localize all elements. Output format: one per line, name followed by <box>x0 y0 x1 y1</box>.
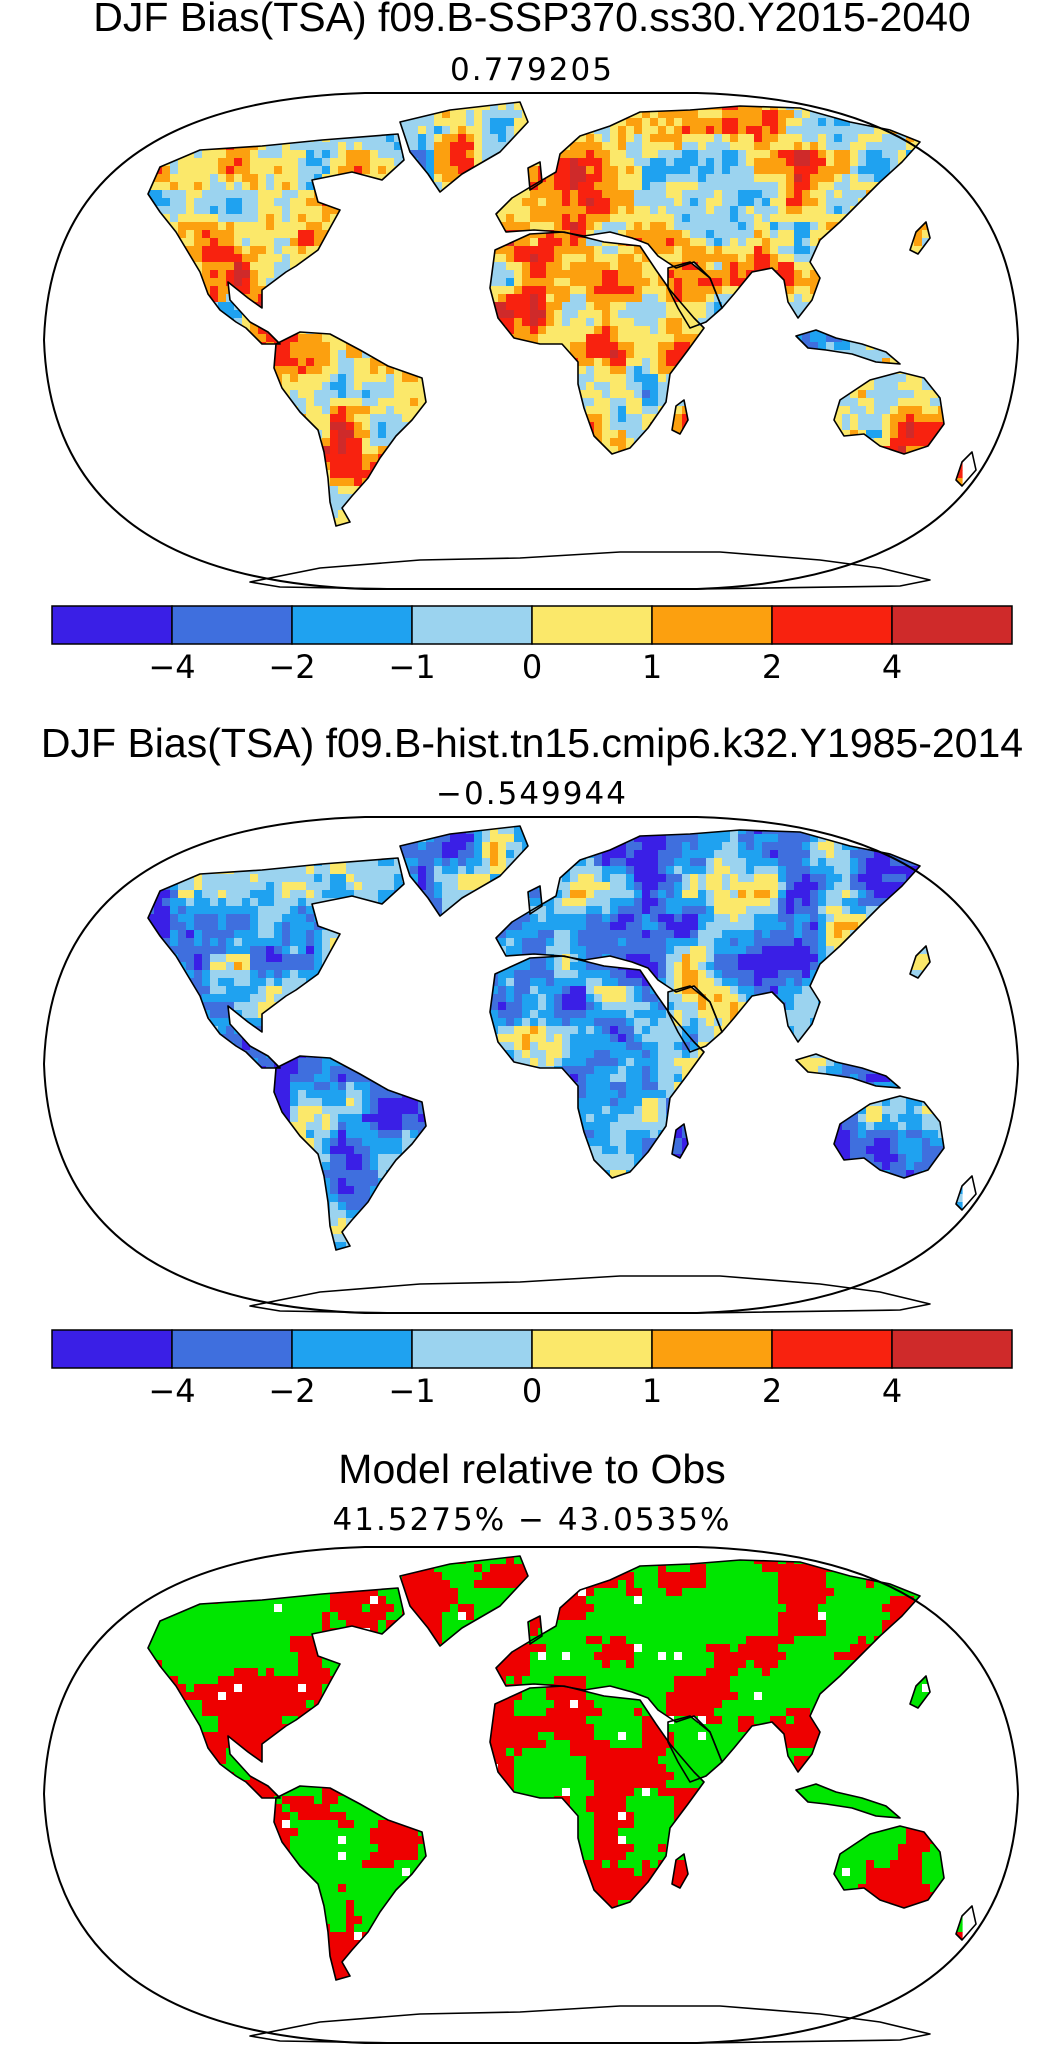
colorbar-box <box>531 605 653 645</box>
map-data-cells <box>148 826 963 1250</box>
map-land-colors <box>147 101 977 590</box>
colorbar-tick-label: 2 <box>762 1372 782 1410</box>
colorbar-box <box>651 605 773 645</box>
panel3-subtitle: 41.5275% − 43.0535% <box>332 1502 732 1538</box>
colorbar-tick-label: 1 <box>642 648 662 686</box>
colorbar-tick-label: 0 <box>522 648 542 686</box>
colorbar-tick-label: −4 <box>148 1372 195 1410</box>
colorbar-box <box>531 1329 653 1369</box>
colorbar-box <box>891 605 1013 645</box>
colorbar-box <box>291 1329 413 1369</box>
colorbar-box <box>51 605 173 645</box>
colorbar-box <box>891 1329 1013 1369</box>
colorbar-tick-label: 4 <box>882 1372 902 1410</box>
colorbar-box <box>171 605 293 645</box>
colorbar-tick-label: 2 <box>762 648 782 686</box>
map-panel3 <box>42 1546 1020 2044</box>
panel1-title: DJF Bias(TSA) f09.B-SSP370.ss30.Y2015-20… <box>93 0 971 40</box>
colorbar-panel2: −4 −2 −1 0 1 2 4 <box>51 1329 1013 1410</box>
map-data-cells <box>148 1556 963 1980</box>
colorbar-box <box>771 605 893 645</box>
colorbar-box <box>771 1329 893 1369</box>
colorbar-tick-label: −2 <box>268 648 315 686</box>
map-land-colors <box>147 1555 977 2044</box>
colorbar-tick-label: −4 <box>148 648 195 686</box>
panel2-subtitle: −0.549944 <box>436 776 628 812</box>
colorbar-tick-label: −2 <box>268 1372 315 1410</box>
colorbar-box <box>411 605 533 645</box>
colorbar-box <box>291 605 413 645</box>
colorbar-tick-label: 4 <box>882 648 902 686</box>
colorbar-tick-label: 1 <box>642 1372 662 1410</box>
colorbar-box <box>171 1329 293 1369</box>
panel1-subtitle: 0.779205 <box>450 52 614 88</box>
map-land-colors <box>147 825 977 1314</box>
panel3-title: Model relative to Obs <box>338 1446 726 1492</box>
colorbar-boxes <box>51 605 1013 645</box>
colorbar-tick-label: 0 <box>522 1372 542 1410</box>
map-frame <box>42 816 1020 1314</box>
map-panel1 <box>42 92 1020 590</box>
colorbar-box <box>651 1329 773 1369</box>
map-panel2 <box>42 816 1020 1314</box>
colorbar-tick-label: −1 <box>388 648 435 686</box>
map-frame <box>42 92 1020 590</box>
colorbar-tick-label: −1 <box>388 1372 435 1410</box>
map-data-cells <box>148 102 963 526</box>
panel2-title: DJF Bias(TSA) f09.B-hist.tn15.cmip6.k32.… <box>40 720 1024 766</box>
colorbar-box <box>411 1329 533 1369</box>
colorbar-box <box>51 1329 173 1369</box>
colorbar-boxes <box>51 1329 1013 1369</box>
colorbar-panel1: −4 −2 −1 0 1 2 4 <box>51 605 1013 686</box>
